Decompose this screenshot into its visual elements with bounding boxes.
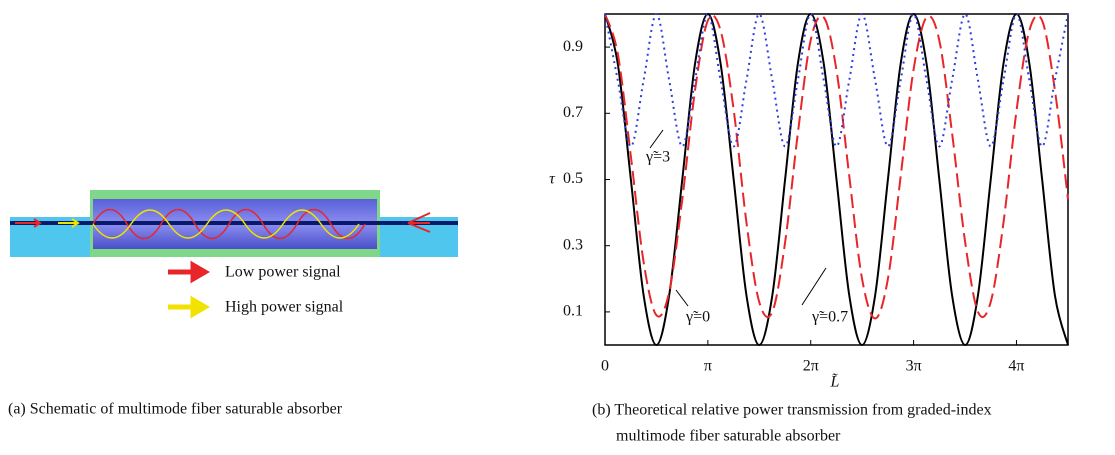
- x-tick-label: 4π: [1008, 358, 1024, 375]
- annotations: [649, 129, 827, 307]
- high-power-wave: [92, 209, 360, 239]
- legend-label: High power signal: [225, 299, 344, 316]
- x-axis-label: L̃: [830, 373, 840, 391]
- schematic: Low power signal High power signal (a) S…: [8, 190, 458, 418]
- caption: multimode fiber saturable absorber: [616, 428, 841, 445]
- y-axis-label: τ: [549, 171, 556, 188]
- legend-arrow: [168, 295, 210, 319]
- input-arrow: [58, 218, 80, 228]
- series-line: [604, 12, 1069, 347]
- caption: (a) Schematic of multimode fiber saturab…: [8, 401, 343, 418]
- annotation-arrow: [801, 267, 827, 306]
- y-tick-label: 0.5: [563, 170, 583, 187]
- low-power-wave: [92, 208, 366, 240]
- series-line: [604, 12, 1069, 148]
- caption: (b) Theoretical relative power transmiss…: [592, 402, 992, 419]
- x-tick-label: 3π: [906, 358, 922, 375]
- y-tick-label: 0.3: [563, 236, 583, 253]
- x-tick-label: 2π: [803, 358, 819, 375]
- series-label: γ̃=3: [645, 149, 670, 166]
- y-tick-label: 0.1: [563, 303, 583, 320]
- series-label: γ̃=0: [685, 309, 710, 326]
- series-label: γ̃=0.7: [811, 309, 848, 326]
- annotation-arrow: [675, 289, 689, 307]
- series-line: [604, 13, 1069, 320]
- x-tick-label: π: [704, 358, 712, 375]
- legend-arrow: [168, 260, 210, 284]
- legend-label: Low power signal: [225, 264, 341, 281]
- output-arrow: [407, 212, 431, 233]
- input-arrow: [15, 218, 42, 228]
- x-tick-label: 0: [601, 358, 609, 375]
- annotation-arrow: [649, 129, 664, 149]
- y-tick-label: 0.9: [563, 38, 583, 55]
- y-tick-label: 0.7: [563, 104, 583, 121]
